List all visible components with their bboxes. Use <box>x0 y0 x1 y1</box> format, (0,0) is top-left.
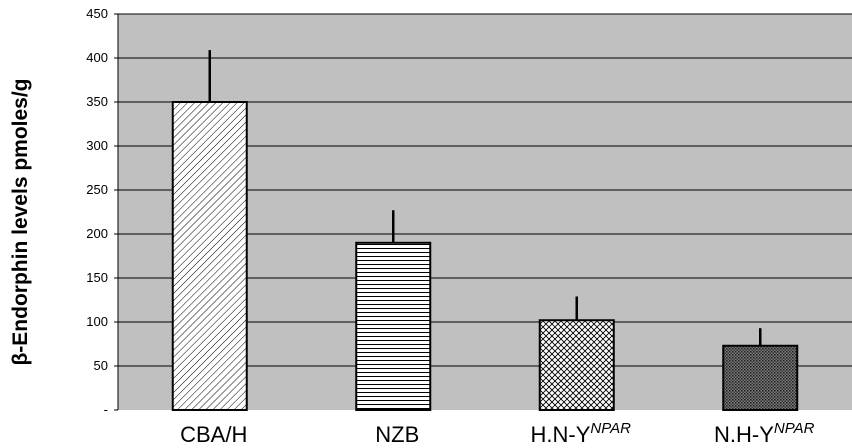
y-axis-title: β-Endorphin levels pmoles/g <box>9 78 32 365</box>
x-category-label: H.N-YNPAR <box>531 420 632 447</box>
x-category-label: NZB <box>375 422 419 447</box>
bar <box>538 319 615 411</box>
x-category-label: N.H-YNPAR <box>714 420 815 447</box>
y-tick-label: 200 <box>86 226 108 241</box>
y-tick-label: - <box>104 402 108 417</box>
y-tick-label: 150 <box>86 270 108 285</box>
x-category-label: CBA/H <box>180 422 247 447</box>
y-tick-label: 350 <box>86 94 108 109</box>
y-axis-ticks: - 50 100 150 200 250 300 350 400 450 <box>86 6 118 417</box>
y-tick-label: 50 <box>94 358 108 373</box>
bar <box>171 101 248 411</box>
y-tick-label: 250 <box>86 182 108 197</box>
y-tick-label: 400 <box>86 50 108 65</box>
y-tick-label: 100 <box>86 314 108 329</box>
bar-series <box>171 50 799 412</box>
x-axis-labels: CBA/H NZB H.N-YNPAR N.H-YNPAR <box>180 420 815 447</box>
y-tick-label: 450 <box>86 6 108 21</box>
bar <box>355 241 432 411</box>
y-tick-label: 300 <box>86 138 108 153</box>
bar <box>722 344 799 412</box>
